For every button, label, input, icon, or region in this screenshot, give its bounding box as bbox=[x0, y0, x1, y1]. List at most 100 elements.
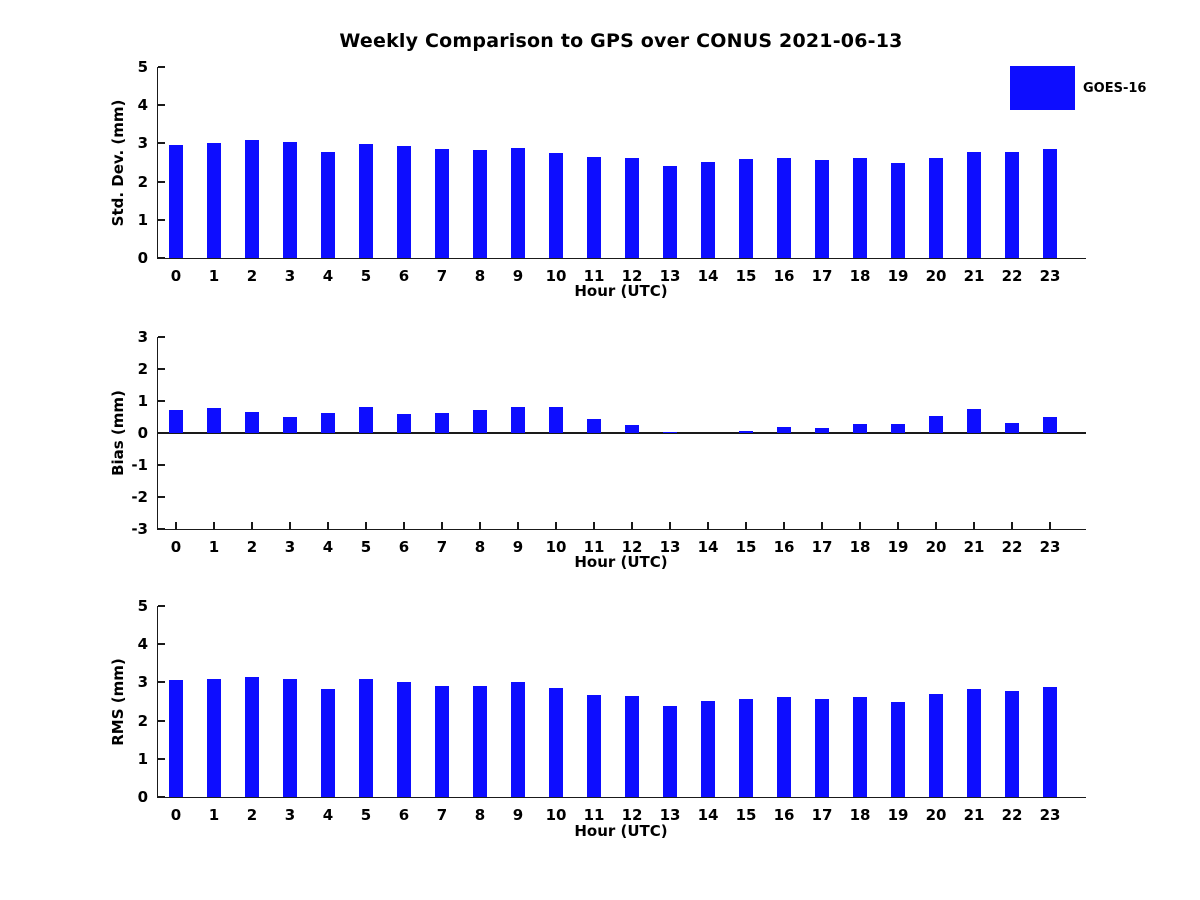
bar-hour-17 bbox=[815, 160, 829, 258]
x-tick-mark bbox=[517, 522, 519, 529]
x-tick-label: 5 bbox=[360, 538, 372, 556]
y-tick-label: 2 bbox=[137, 711, 148, 730]
x-tick-label: 10 bbox=[545, 267, 567, 285]
bar-hour-0 bbox=[169, 680, 183, 797]
x-tick-label: 1 bbox=[208, 267, 220, 285]
y-tick-mark bbox=[158, 681, 165, 684]
x-tick-label: 11 bbox=[583, 806, 605, 824]
x-tick-label: 2 bbox=[246, 806, 258, 824]
y-tick-mark bbox=[158, 218, 165, 221]
x-tick-label: 22 bbox=[1001, 538, 1023, 556]
x-tick-mark bbox=[403, 522, 405, 529]
bar-hour-3 bbox=[283, 417, 297, 433]
bar-hour-7 bbox=[435, 149, 449, 258]
bar-hour-9 bbox=[511, 147, 525, 258]
y-tick-mark bbox=[158, 757, 165, 760]
x-tick-label: 18 bbox=[849, 806, 871, 824]
y-tick-mark bbox=[158, 605, 165, 607]
bar-hour-5 bbox=[359, 407, 373, 433]
y-tick-mark bbox=[158, 336, 165, 338]
bar-hour-21 bbox=[967, 409, 981, 433]
y-tick-mark bbox=[158, 368, 165, 370]
bar-hour-19 bbox=[891, 423, 905, 433]
bar-hour-4 bbox=[321, 413, 335, 433]
x-tick-label: 18 bbox=[849, 538, 871, 556]
x-tick-label: 21 bbox=[963, 806, 985, 824]
legend: GOES-16 bbox=[1010, 66, 1146, 110]
y-tick-label: 3 bbox=[137, 673, 148, 692]
x-tick-mark bbox=[289, 522, 291, 529]
y-tick-mark bbox=[158, 796, 165, 798]
x-tick-label: 2 bbox=[246, 267, 258, 285]
bar-hour-5 bbox=[359, 678, 373, 797]
bar-hour-10 bbox=[549, 406, 563, 433]
x-tick-mark bbox=[441, 522, 443, 529]
x-tick-label: 5 bbox=[360, 806, 372, 824]
x-tick-mark bbox=[821, 522, 823, 529]
bar-hour-23 bbox=[1043, 417, 1057, 433]
bar-hour-20 bbox=[929, 694, 943, 797]
x-tick-label: 17 bbox=[811, 538, 833, 556]
x-tick-label: 8 bbox=[474, 267, 486, 285]
bar-hour-0 bbox=[169, 409, 183, 433]
y-tick-mark bbox=[158, 400, 165, 402]
bar-hour-22 bbox=[1005, 691, 1019, 797]
legend-label: GOES-16 bbox=[1083, 80, 1147, 96]
x-tick-label: 6 bbox=[398, 538, 410, 556]
x-tick-label: 12 bbox=[621, 806, 643, 824]
y-tick-mark bbox=[158, 104, 165, 107]
x-tick-mark bbox=[327, 522, 329, 529]
bar-hour-8 bbox=[473, 150, 487, 258]
y-tick-label: 5 bbox=[137, 597, 148, 615]
bar-hour-11 bbox=[587, 157, 601, 258]
y-tick-label: 3 bbox=[137, 328, 148, 346]
x-tick-label: 23 bbox=[1039, 267, 1061, 285]
bar-hour-4 bbox=[321, 152, 335, 258]
x-tick-label: 11 bbox=[583, 538, 605, 556]
x-tick-label: 9 bbox=[512, 538, 524, 556]
x-tick-label: 4 bbox=[322, 267, 334, 285]
x-tick-mark bbox=[365, 522, 367, 529]
bar-hour-22 bbox=[1005, 152, 1019, 258]
bar-hour-8 bbox=[473, 410, 487, 433]
x-tick-label: 9 bbox=[512, 806, 524, 824]
y-tick-label: -2 bbox=[131, 488, 148, 506]
bar-hour-20 bbox=[929, 416, 943, 433]
x-tick-label: 18 bbox=[849, 267, 871, 285]
x-tick-label: 2 bbox=[246, 538, 258, 556]
x-tick-label: 12 bbox=[621, 538, 643, 556]
bar-hour-17 bbox=[815, 427, 829, 433]
y-axis-label-std-dev: Std. Dev. (mm) bbox=[109, 99, 127, 227]
bar-hour-15 bbox=[739, 430, 753, 433]
bar-hour-7 bbox=[435, 685, 449, 797]
plot-area-std-dev: 0 1 2 3 4 5 0 1 2 3 4 5 6 7 8 9 10 11 12 13 14 15 16 17 18 19 20 21… bbox=[138, 58, 1086, 285]
x-tick-label: 10 bbox=[545, 806, 567, 824]
y-tick-mark bbox=[158, 464, 165, 466]
x-tick-label: 13 bbox=[659, 538, 681, 556]
x-tick-mark bbox=[783, 522, 785, 529]
x-tick-label: 21 bbox=[963, 538, 985, 556]
y-tick-mark bbox=[158, 496, 165, 498]
x-tick-mark bbox=[669, 522, 671, 529]
chart-title: Weekly Comparison to GPS over CONUS 2021… bbox=[339, 30, 903, 52]
x-tick-label: 14 bbox=[697, 806, 719, 824]
bar-hour-9 bbox=[511, 406, 525, 433]
bar-hour-13 bbox=[663, 706, 677, 797]
y-tick-label: 0 bbox=[137, 788, 148, 806]
y-tick-label: 4 bbox=[137, 96, 148, 115]
bar-hour-6 bbox=[397, 145, 411, 258]
bar-hour-13 bbox=[663, 432, 677, 433]
x-axis-label-std-dev: Hour (UTC) bbox=[574, 282, 668, 300]
x-tick-mark bbox=[593, 522, 595, 529]
bar-hour-12 bbox=[625, 696, 639, 797]
x-tick-label: 16 bbox=[773, 806, 795, 824]
x-tick-label: 3 bbox=[284, 267, 296, 285]
x-tick-label: 8 bbox=[474, 806, 486, 824]
y-tick-label: 0 bbox=[137, 424, 148, 442]
x-tick-label: 14 bbox=[697, 538, 719, 556]
x-tick-mark bbox=[707, 522, 709, 529]
y-tick-label: 4 bbox=[137, 635, 148, 654]
x-tick-label: 9 bbox=[512, 267, 524, 285]
x-tick-label: 13 bbox=[659, 806, 681, 824]
y-tick-mark bbox=[158, 719, 165, 722]
